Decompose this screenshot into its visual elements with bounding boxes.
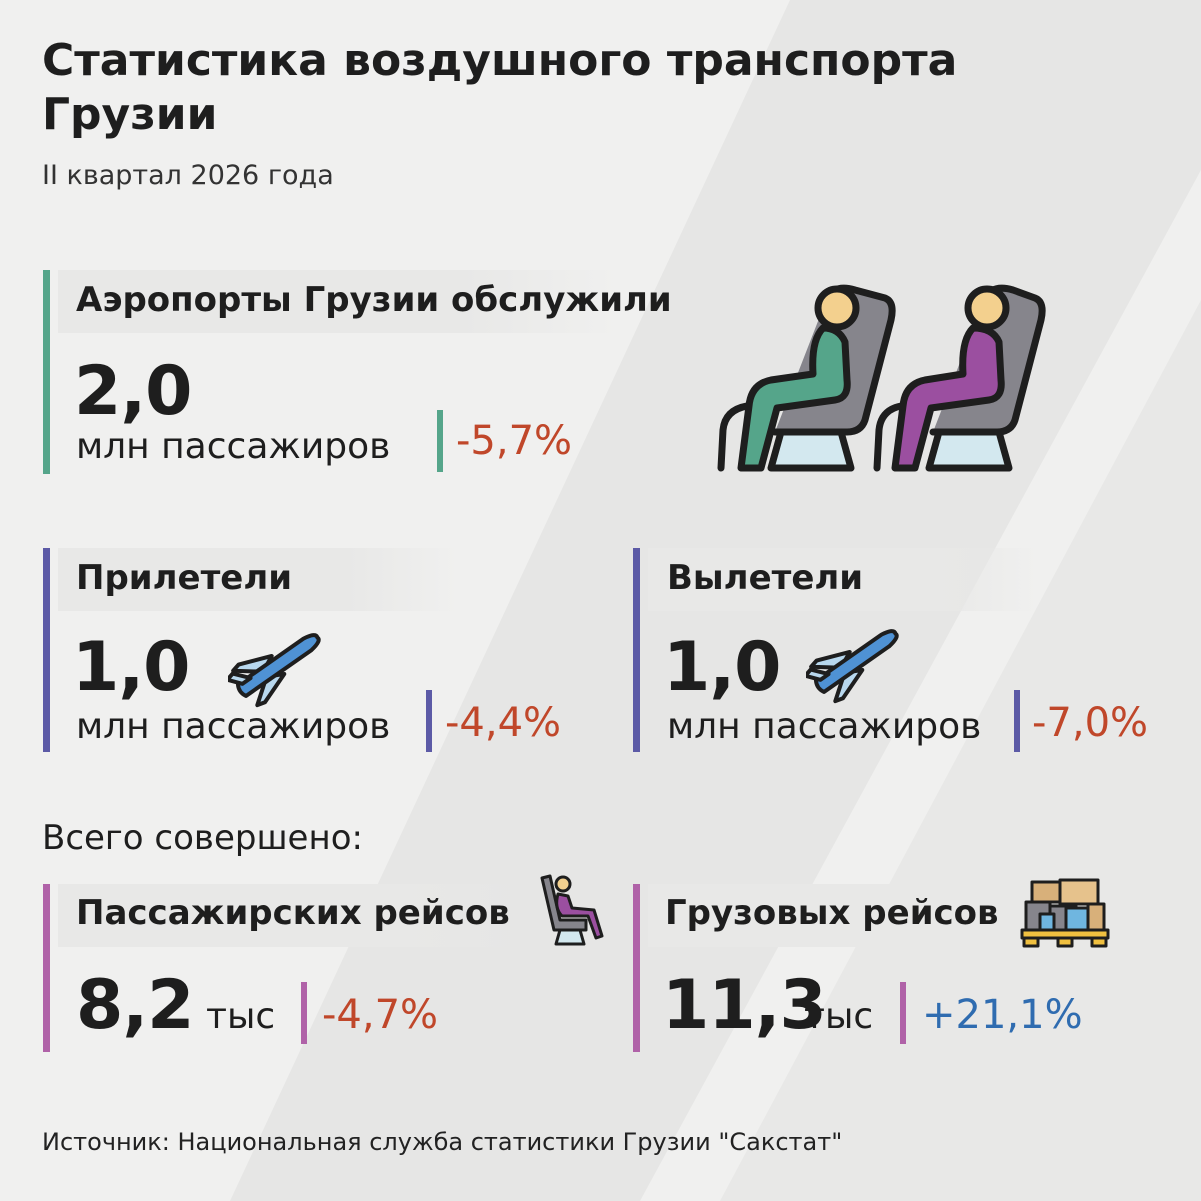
departed-unit: млн пассажиров xyxy=(667,706,982,747)
arrived-header-bg xyxy=(58,548,458,611)
page-subtitle: II квартал 2026 года xyxy=(42,160,334,191)
arrived-change: -4,4% xyxy=(445,700,562,746)
seated-passenger-icon xyxy=(540,874,604,946)
arrived-accent-bar xyxy=(43,548,50,752)
cargo-flights-unit: тыс xyxy=(804,996,874,1037)
arrived-value: 1,0 xyxy=(72,628,190,707)
departed-header-bg xyxy=(648,548,1038,611)
served-accent-bar xyxy=(43,270,50,474)
departed-change: -7,0% xyxy=(1032,700,1149,746)
passenger-flights-header: Пассажирских рейсов xyxy=(76,893,510,933)
departed-separator xyxy=(1014,690,1020,752)
arrived-unit: млн пассажиров xyxy=(76,706,391,747)
passenger-flights-header-bg xyxy=(58,884,528,947)
cargo-pallet-icon xyxy=(1020,878,1110,948)
passenger-flights-change: -4,7% xyxy=(322,992,439,1038)
source-note: Источник: Национальная служба статистики… xyxy=(42,1128,843,1156)
passenger-flights-accent-bar xyxy=(43,884,50,1052)
passenger-flights-value: 8,2 xyxy=(76,966,194,1045)
cargo-flights-value: 11,3 xyxy=(662,966,827,1045)
arrived-header: Прилетели xyxy=(76,558,293,598)
served-unit: млн пассажиров xyxy=(76,426,391,467)
total-label: Всего совершено: xyxy=(42,818,363,858)
passenger-flights-unit: тыс xyxy=(206,996,276,1037)
departed-value: 1,0 xyxy=(663,628,781,707)
served-separator xyxy=(437,410,443,472)
cargo-flights-change: +21,1% xyxy=(922,992,1083,1038)
departed-accent-bar xyxy=(633,548,640,752)
departed-header: Вылетели xyxy=(667,558,864,598)
arrived-separator xyxy=(426,690,432,752)
passenger-seats-icon xyxy=(717,284,1046,472)
page-title: Статистика воздушного транспорта Грузии xyxy=(42,35,958,140)
airplane-icon xyxy=(228,633,321,708)
cargo-flights-accent-bar xyxy=(633,884,640,1052)
airplane-icon xyxy=(806,629,899,704)
cargo-flights-separator xyxy=(900,982,906,1044)
served-header: Аэропорты Грузии обслужили xyxy=(76,280,672,320)
cargo-flights-header: Грузовых рейсов xyxy=(665,893,999,933)
served-value: 2,0 xyxy=(74,352,192,431)
served-change: -5,7% xyxy=(456,418,573,464)
served-header-bg xyxy=(58,270,618,333)
passenger-flights-separator xyxy=(301,982,307,1044)
cargo-flights-header-bg xyxy=(648,884,1018,947)
